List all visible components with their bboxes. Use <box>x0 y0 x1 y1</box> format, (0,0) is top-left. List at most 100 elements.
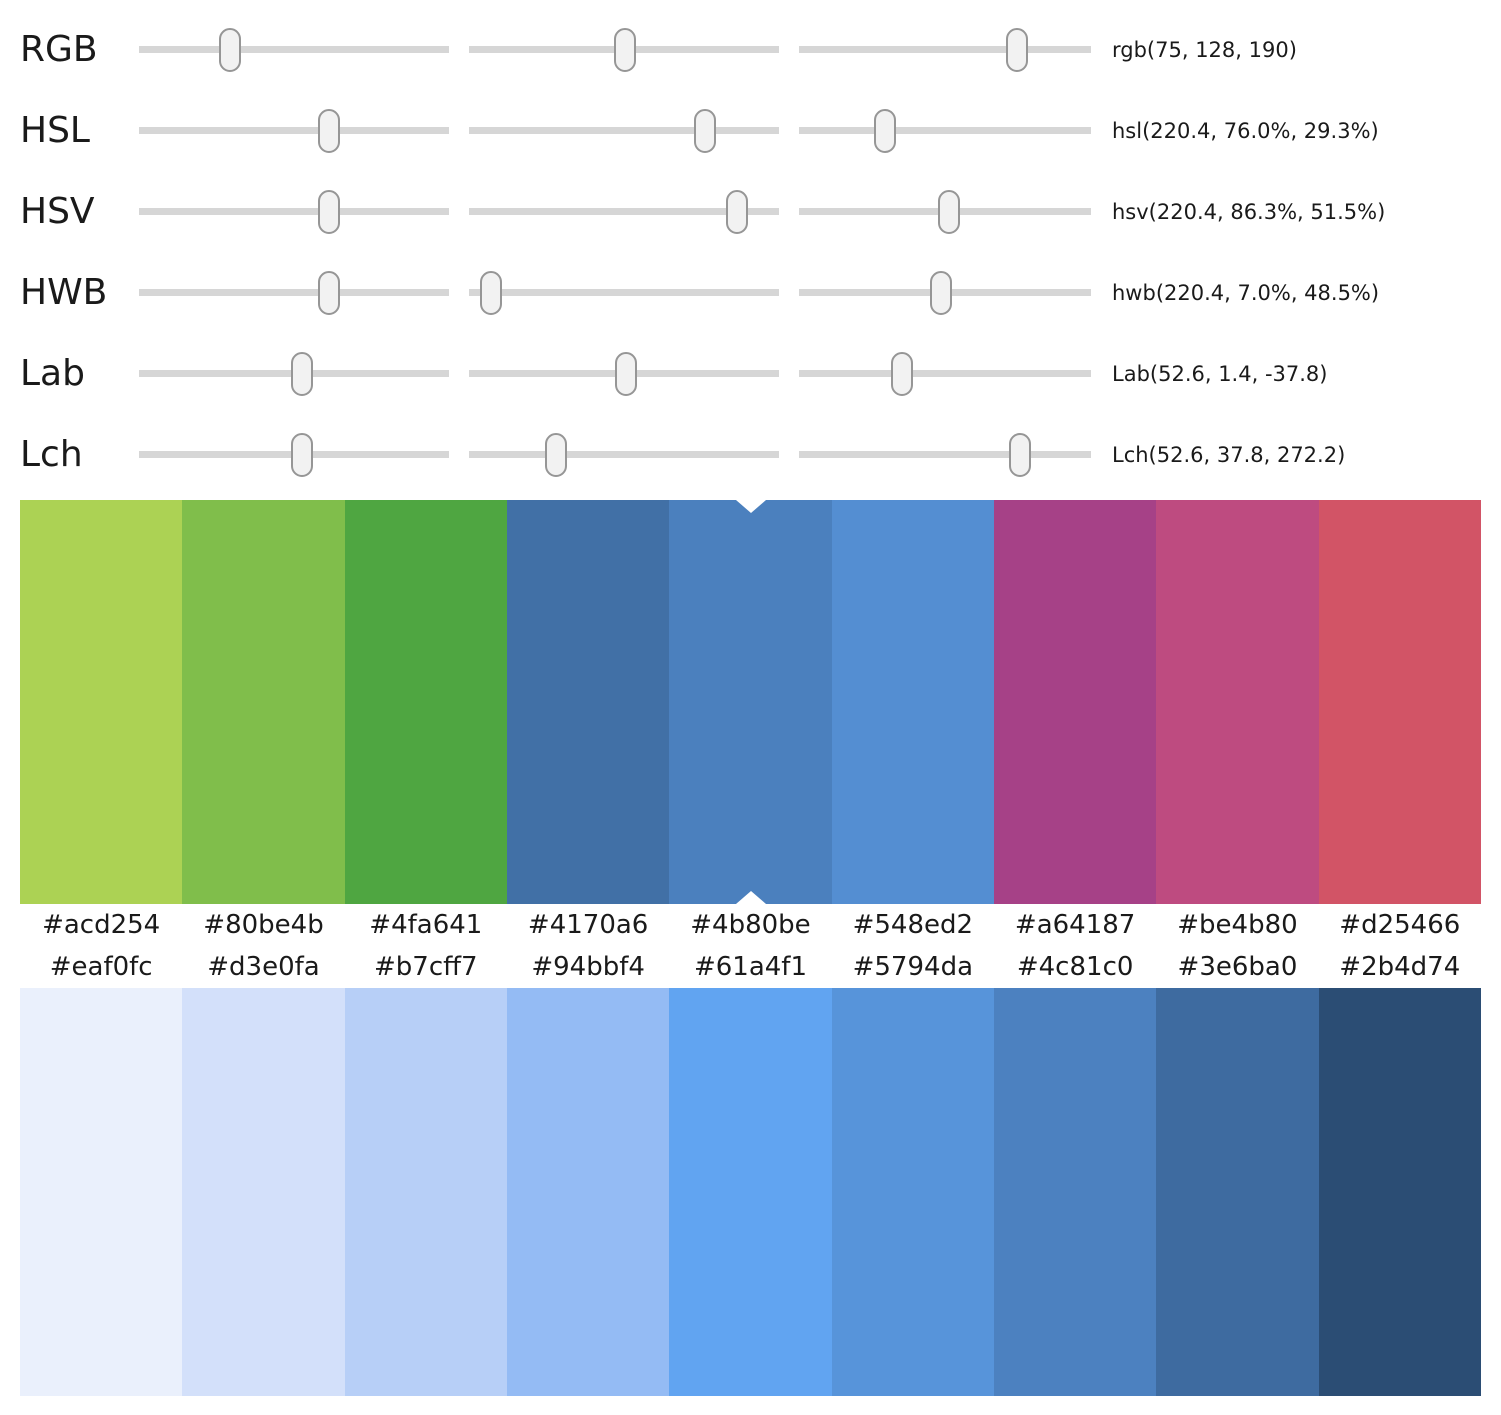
hwb-slider-handle-1[interactable] <box>479 270 502 315</box>
rgb-slider-0[interactable] <box>139 26 449 74</box>
lab-slider-1[interactable] <box>469 350 779 398</box>
hue-swatch-8[interactable] <box>1318 500 1481 904</box>
hsl-slider-handle-1[interactable] <box>693 108 716 153</box>
tint-swatch-1[interactable] <box>182 988 345 1396</box>
tint-hex-label-6: #4c81c0 <box>1016 952 1134 982</box>
hsv-slider-1[interactable] <box>469 188 779 236</box>
lab-sliders <box>139 350 1091 398</box>
hwb-slider-1[interactable] <box>469 269 779 317</box>
tint-swatch-0[interactable] <box>20 988 183 1396</box>
slider-row-label-hsv: HSV <box>20 190 95 232</box>
hue-swatch-0[interactable] <box>20 500 183 904</box>
hwb-slider-0[interactable] <box>139 269 449 317</box>
rgb-slider-handle-2[interactable] <box>1005 27 1028 72</box>
tint-hex-label-3: #94bbf4 <box>531 952 645 982</box>
hwb-sliders <box>139 269 1091 317</box>
tint-swatch-2[interactable] <box>344 988 507 1396</box>
slider-track-line <box>469 289 779 296</box>
hue-swatch-1[interactable] <box>182 500 345 904</box>
slider-row-label-lab: Lab <box>20 352 85 394</box>
lab-slider-handle-0[interactable] <box>291 351 314 396</box>
tint-swatch-8[interactable] <box>1318 988 1481 1396</box>
slider-row-lch: Lch Lch(52.6, 37.8, 272.2) <box>0 414 1501 495</box>
lch-sliders <box>139 431 1091 479</box>
lab-slider-0[interactable] <box>139 350 449 398</box>
lch-value-text: Lch(52.6, 37.8, 272.2) <box>1112 442 1346 467</box>
slider-track-line <box>139 289 449 296</box>
hsl-slider-1[interactable] <box>469 107 779 155</box>
lab-value-text: Lab(52.6, 1.4, -37.8) <box>1112 361 1328 386</box>
hsl-value-text: hsl(220.4, 76.0%, 29.3%) <box>1112 118 1379 143</box>
lab-slider-2[interactable] <box>799 350 1091 398</box>
tint-swatch-6[interactable] <box>993 988 1157 1396</box>
hue-swatch-6[interactable] <box>993 500 1157 904</box>
rgb-sliders <box>139 26 1091 74</box>
hwb-slider-handle-0[interactable] <box>317 270 340 315</box>
rgb-slider-handle-0[interactable] <box>219 27 242 72</box>
tint-swatch-3[interactable] <box>506 988 670 1396</box>
tint-palette <box>20 988 1481 1396</box>
lch-slider-0[interactable] <box>139 431 449 479</box>
hue-palette <box>20 500 1481 904</box>
hsv-slider-handle-0[interactable] <box>317 189 340 234</box>
tint-hex-label-5: #5794da <box>852 952 973 982</box>
slider-row-rgb: RGB rgb(75, 128, 190) <box>0 9 1501 90</box>
slider-track-line <box>799 127 1091 134</box>
hue-swatch-4[interactable] <box>669 500 832 904</box>
tint-hex-label-8: #2b4d74 <box>1339 952 1461 982</box>
rgb-slider-2[interactable] <box>799 26 1091 74</box>
hsv-slider-0[interactable] <box>139 188 449 236</box>
hsv-slider-handle-1[interactable] <box>725 189 748 234</box>
hsv-value-text: hsv(220.4, 86.3%, 51.5%) <box>1112 199 1386 224</box>
slider-track-line <box>469 208 779 215</box>
hue-hex-label-5: #548ed2 <box>852 910 974 940</box>
slider-track-line <box>799 370 1091 377</box>
slider-row-label-hwb: HWB <box>20 271 108 313</box>
tint-swatch-5[interactable] <box>831 988 994 1396</box>
slider-row-hsv: HSV hsv(220.4, 86.3%, 51.5%) <box>0 171 1501 252</box>
lch-slider-1[interactable] <box>469 431 779 479</box>
hsl-slider-handle-0[interactable] <box>317 108 340 153</box>
hsl-slider-2[interactable] <box>799 107 1091 155</box>
lch-slider-handle-2[interactable] <box>1008 432 1031 477</box>
lch-slider-handle-0[interactable] <box>291 432 314 477</box>
hue-hex-label-0: #acd254 <box>42 910 161 940</box>
slider-row-label-rgb: RGB <box>20 28 98 70</box>
slider-row-hwb: HWB hwb(220.4, 7.0%, 48.5%) <box>0 252 1501 333</box>
hsv-slider-handle-2[interactable] <box>938 189 961 234</box>
hue-swatch-7[interactable] <box>1156 500 1319 904</box>
hsl-slider-0[interactable] <box>139 107 449 155</box>
hue-hex-label-4: #4b80be <box>690 910 811 940</box>
slider-track-line <box>139 208 449 215</box>
tint-swatch-4[interactable] <box>669 988 832 1396</box>
slider-row-hsl: HSL hsl(220.4, 76.0%, 29.3%) <box>0 90 1501 171</box>
hsl-slider-handle-2[interactable] <box>873 108 896 153</box>
hue-hex-label-1: #80be4b <box>203 910 324 940</box>
tint-swatch-7[interactable] <box>1156 988 1319 1396</box>
hsv-slider-2[interactable] <box>799 188 1091 236</box>
tint-hex-label-2: #b7cff7 <box>374 952 478 982</box>
hue-swatch-5[interactable] <box>831 500 994 904</box>
tint-hex-label-7: #3e6ba0 <box>1177 952 1298 982</box>
hue-hex-label-3: #4170a6 <box>527 910 649 940</box>
lch-slider-handle-1[interactable] <box>545 432 568 477</box>
slider-track-line <box>799 46 1091 53</box>
lch-slider-2[interactable] <box>799 431 1091 479</box>
lab-slider-handle-1[interactable] <box>615 351 638 396</box>
hue-swatch-3[interactable] <box>506 500 670 904</box>
hue-hex-labels: #acd254 #80be4b #4fa641 #4170a6 #4b80be #548e… <box>20 904 1481 946</box>
hwb-slider-handle-2[interactable] <box>929 270 952 315</box>
tint-hex-labels: #eaf0fc #d3e0fa #b7cff7 #94bbf4 #61a4f1 #5794… <box>20 946 1481 988</box>
hue-swatch-2[interactable] <box>344 500 507 904</box>
rgb-slider-handle-1[interactable] <box>613 27 636 72</box>
hwb-slider-2[interactable] <box>799 269 1091 317</box>
lab-slider-handle-2[interactable] <box>891 351 914 396</box>
tint-hex-label-0: #eaf0fc <box>49 952 153 982</box>
slider-row-label-hsl: HSL <box>20 109 90 151</box>
hwb-value-text: hwb(220.4, 7.0%, 48.5%) <box>1112 280 1380 305</box>
slider-track-line <box>139 46 449 53</box>
tint-hex-label-1: #d3e0fa <box>207 952 320 982</box>
rgb-slider-1[interactable] <box>469 26 779 74</box>
slider-row-lab: Lab Lab(52.6, 1.4, -37.8) <box>0 333 1501 414</box>
